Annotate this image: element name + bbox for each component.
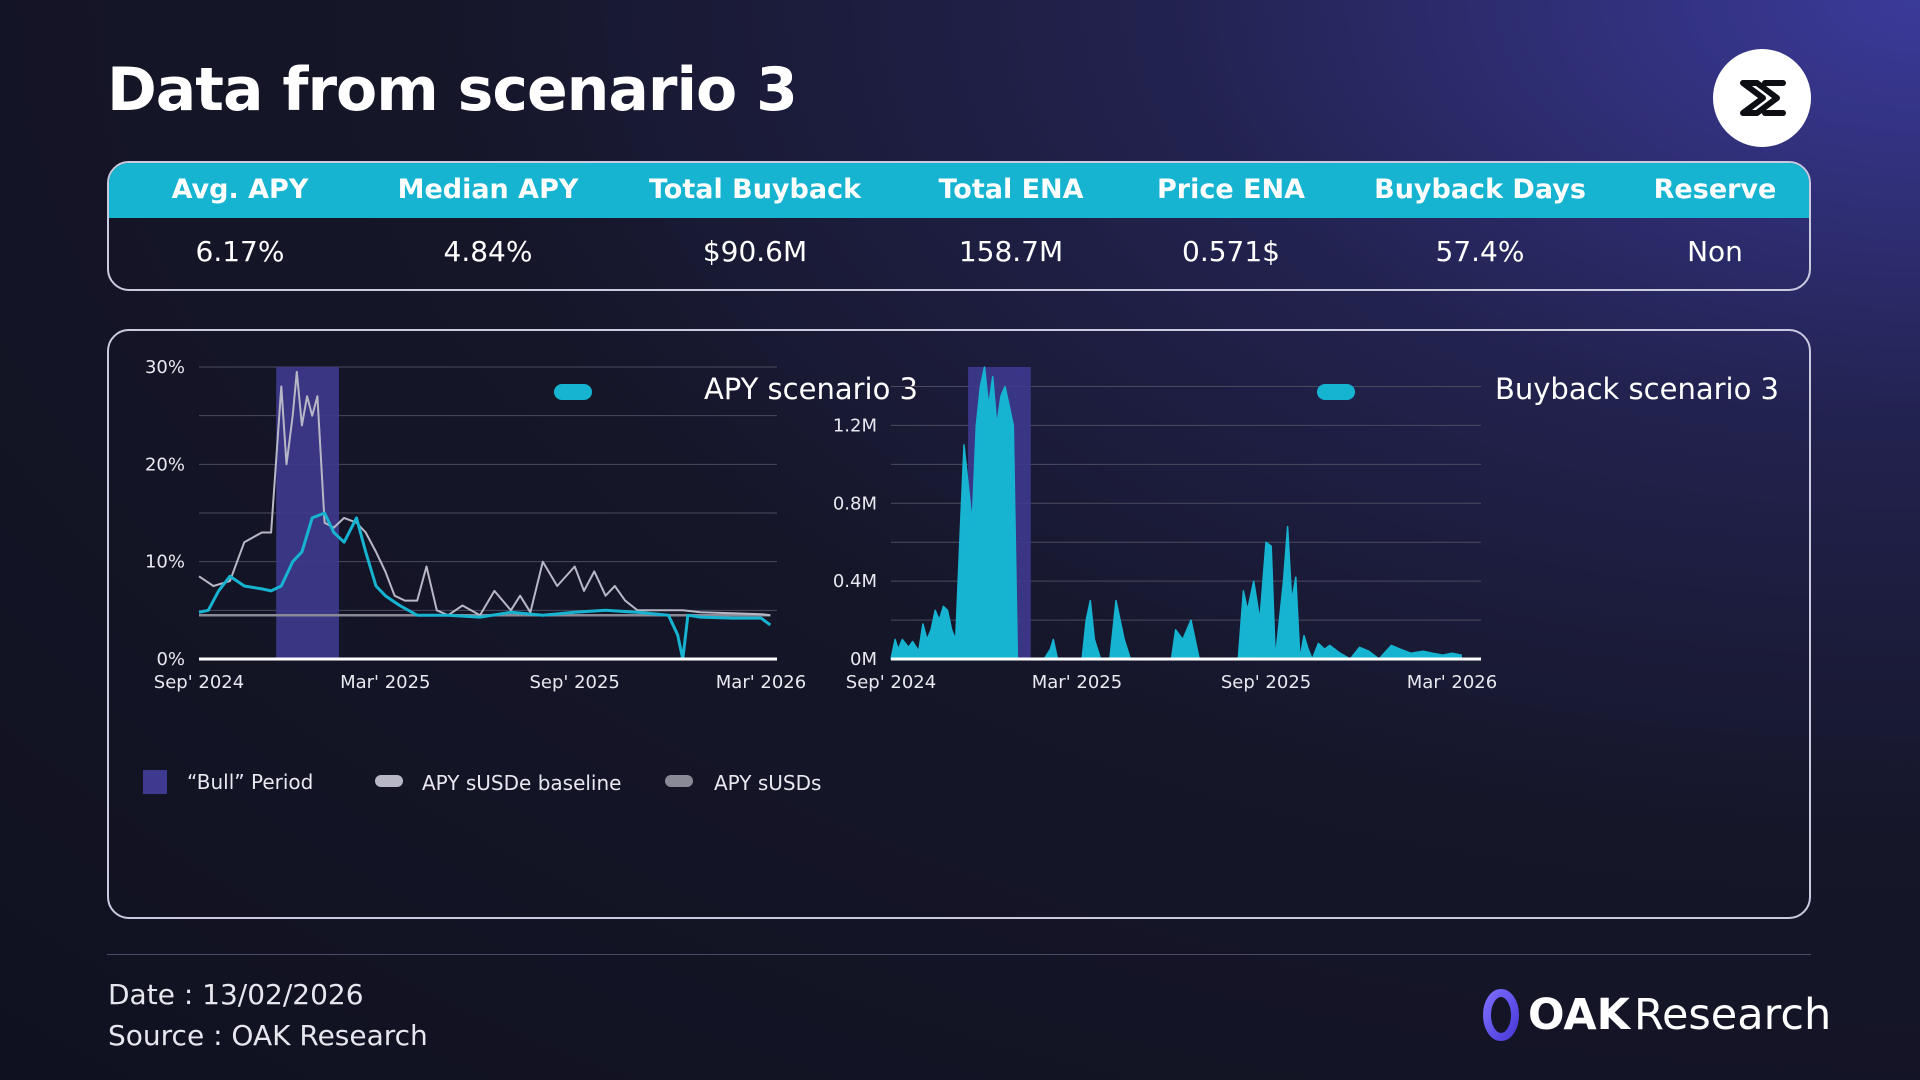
series-apy-susde-baseline bbox=[198, 370, 771, 617]
legend-bull-swatch bbox=[143, 770, 167, 794]
apy-x-tick-label: Mar' 2026 bbox=[716, 672, 806, 693]
apy-x-tick-label: Sep' 2025 bbox=[529, 672, 619, 693]
buyback-x-tick-label: Sep' 2025 bbox=[1221, 672, 1311, 693]
buyback-y-tick-label: 0.4M bbox=[833, 571, 877, 592]
legend-bull-label: “Bull” Period bbox=[187, 770, 313, 794]
stats-value-buyback-days: 57.4% bbox=[1435, 235, 1525, 268]
charts-svg: 0% 10% 20% 30% Sep' 2024 Mar' 2025 Sep' 2025 Ma… bbox=[143, 357, 1779, 795]
apy-y-tick-label: 30% bbox=[145, 357, 185, 378]
legend-baseline-label: APY sUSDe baseline bbox=[422, 771, 621, 795]
apy-legend-swatch bbox=[554, 384, 592, 400]
stats-value-total-ena: 158.7M bbox=[958, 235, 1064, 268]
page-title: Data from scenario 3 bbox=[107, 55, 798, 125]
footer-source: Source : OAK Research bbox=[108, 1019, 428, 1052]
legend-susds-label: APY sUSDs bbox=[714, 771, 821, 795]
sigma-logo-icon bbox=[1713, 49, 1811, 147]
legend-baseline-swatch bbox=[375, 775, 403, 787]
brand-logo: OAK Research bbox=[1478, 985, 1831, 1045]
buyback-x-tick-label: Sep' 2024 bbox=[846, 672, 936, 693]
stats-header-median-apy: Median APY bbox=[397, 174, 579, 205]
stats-header-avg-apy: Avg. APY bbox=[171, 174, 309, 205]
stats-value-reserve: Non bbox=[1687, 235, 1743, 268]
buyback-y-tick-label: 0M bbox=[850, 649, 877, 670]
buyback-legend-swatch bbox=[1317, 384, 1355, 400]
apy-x-tick-label: Mar' 2025 bbox=[340, 672, 430, 693]
charts-panel: 0% 10% 20% 30% Sep' 2024 Mar' 2025 Sep' 2025 Ma… bbox=[107, 329, 1811, 919]
brand-oak: OAK bbox=[1528, 990, 1630, 1040]
footer-date: Date : 13/02/2026 bbox=[108, 978, 364, 1011]
brand-research: Research bbox=[1634, 990, 1832, 1040]
footer-divider bbox=[107, 954, 1811, 955]
stats-value-price-ena: 0.571$ bbox=[1182, 235, 1280, 268]
series-buyback-scenario-3 bbox=[890, 366, 1462, 660]
apy-y-tick-label: 10% bbox=[145, 552, 185, 573]
buyback-x-tick-label: Mar' 2025 bbox=[1032, 672, 1122, 693]
apy-y-tick-label: 0% bbox=[156, 649, 185, 670]
apy-legend-label: APY scenario 3 bbox=[704, 372, 918, 406]
stats-header-total-buyback: Total Buyback bbox=[648, 174, 862, 205]
buyback-legend-label: Buyback scenario 3 bbox=[1495, 372, 1779, 406]
stats-value-total-buyback: $90.6M bbox=[702, 235, 808, 268]
legend-susds-swatch bbox=[665, 775, 693, 787]
apy-x-tick-label: Sep' 2024 bbox=[154, 672, 244, 693]
stats-header-total-ena: Total ENA bbox=[938, 174, 1084, 205]
stats-value-avg-apy: 6.17% bbox=[195, 235, 285, 268]
stats-header-buyback-days: Buyback Days bbox=[1374, 174, 1586, 205]
series-apy-scenario-3 bbox=[198, 511, 772, 661]
buyback-y-tick-label: 0.8M bbox=[833, 493, 877, 514]
stats-header-reserve: Reserve bbox=[1653, 174, 1777, 205]
stats-value-median-apy: 4.84% bbox=[443, 235, 533, 268]
stats-header-price-ena: Price ENA bbox=[1156, 174, 1306, 205]
stats-table: Avg. APY Median APY Total Buyback Total … bbox=[107, 161, 1811, 291]
buyback-y-tick-label: 1.2M bbox=[833, 415, 877, 436]
apy-bull-period bbox=[276, 367, 339, 659]
oak-logo-icon bbox=[1483, 989, 1519, 1041]
stats-header-row bbox=[109, 163, 1809, 218]
buyback-x-tick-label: Mar' 2026 bbox=[1407, 672, 1497, 693]
apy-y-tick-label: 20% bbox=[145, 454, 185, 475]
